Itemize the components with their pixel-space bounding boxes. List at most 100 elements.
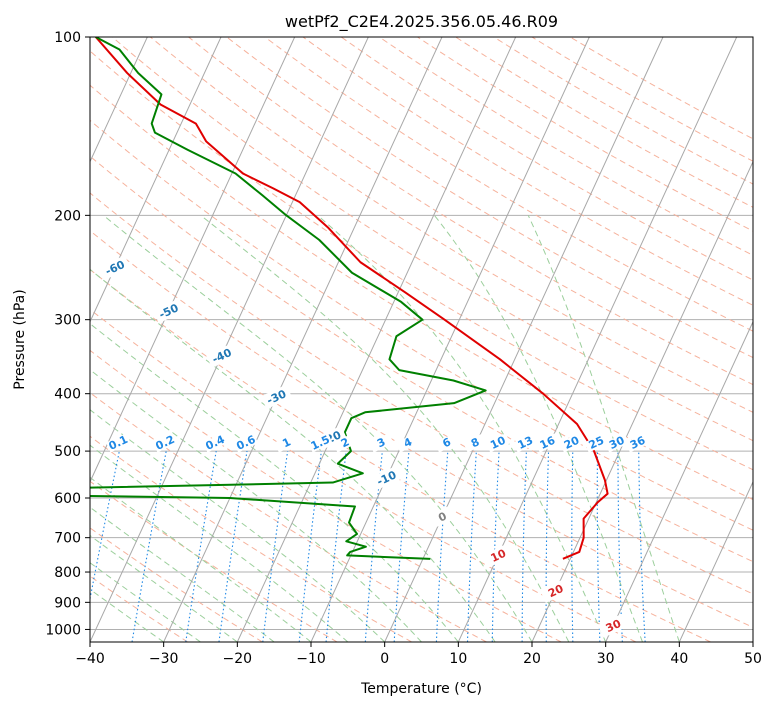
dry-adiabat bbox=[455, 37, 753, 208]
x-tick-label: −30 bbox=[149, 651, 179, 667]
dry-adiabat bbox=[302, 37, 753, 306]
y-tick-label: 200 bbox=[54, 208, 81, 224]
isotherm-label-background bbox=[370, 465, 403, 491]
dry-adiabat bbox=[90, 268, 711, 642]
mixing-ratio-label-background bbox=[106, 433, 131, 453]
mixing-ratio-label-background bbox=[559, 433, 585, 453]
dry-adiabat bbox=[90, 349, 562, 642]
y-tick-label: 900 bbox=[54, 595, 81, 611]
mixing-ratio-line bbox=[131, 450, 167, 642]
isotherm-label: 30 bbox=[604, 617, 624, 635]
mixing-ratio-label: 16 bbox=[538, 434, 558, 452]
x-tick-label: 50 bbox=[744, 651, 762, 667]
mixing-ratio-label-background bbox=[152, 433, 178, 453]
isotherm-line bbox=[90, 37, 296, 484]
mixing-ratio-label-background bbox=[535, 433, 560, 453]
isotherm-line bbox=[457, 37, 738, 642]
mixing-ratio-label-background bbox=[604, 433, 630, 453]
moist-adiabat bbox=[90, 268, 496, 642]
y-tick-label: 100 bbox=[54, 30, 81, 46]
isotherm-label-background bbox=[426, 504, 458, 529]
mixing-ratio-label-background bbox=[308, 433, 333, 453]
isotherm-line bbox=[236, 37, 517, 642]
y-tick-label: 300 bbox=[54, 313, 81, 329]
isotherm-line bbox=[384, 37, 664, 642]
y-tick-label: 500 bbox=[54, 444, 81, 460]
dry-adiabat bbox=[264, 37, 753, 332]
moist-adiabat bbox=[90, 534, 238, 642]
dry-adiabat bbox=[150, 37, 753, 413]
mixing-ratio-label-background bbox=[332, 433, 358, 453]
x-tick-label: 20 bbox=[523, 651, 541, 667]
isotherm-line bbox=[310, 37, 590, 642]
dry-adiabat bbox=[188, 37, 753, 386]
mixing-ratio-label-background bbox=[202, 433, 228, 453]
isotherm-label: 20 bbox=[546, 582, 566, 600]
x-tick-label: −10 bbox=[296, 651, 326, 667]
mixing-ratio-line bbox=[185, 451, 217, 642]
isotherm-label-background bbox=[206, 343, 238, 368]
isotherm-label-background bbox=[482, 543, 514, 568]
mixing-ratio-label: 20 bbox=[562, 434, 582, 452]
y-tick-label: 600 bbox=[54, 491, 81, 507]
isotherm-line bbox=[531, 160, 753, 642]
mixing-ratio-line bbox=[218, 451, 248, 642]
isotherm-label-background bbox=[99, 255, 131, 280]
dry-adiabat bbox=[379, 37, 753, 256]
moist-adiabat bbox=[90, 323, 459, 642]
mixing-ratio-label-background bbox=[625, 433, 650, 453]
mixing-ratio-label: 36 bbox=[628, 434, 648, 452]
dewpoint-line bbox=[90, 37, 487, 560]
moist-adiabat bbox=[90, 409, 386, 642]
mixing-ratio-label-background bbox=[274, 433, 299, 453]
dry-adiabat bbox=[340, 37, 753, 281]
isotherm-line bbox=[90, 37, 222, 323]
dry-adiabat bbox=[90, 527, 263, 642]
moist-adiabat bbox=[527, 215, 680, 642]
moist-adiabat bbox=[103, 214, 533, 642]
mixing-ratio-label-background bbox=[463, 433, 488, 453]
x-tick-label: 30 bbox=[597, 651, 615, 667]
mixing-ratio-line bbox=[90, 450, 120, 602]
x-tick-label: 0 bbox=[380, 651, 389, 667]
axes: −40 −30 −20 −10 0 10 20 30 40 50 100 200 300 400 500 60… bbox=[45, 30, 762, 667]
dry-adiabat bbox=[569, 37, 753, 140]
dry-adiabat bbox=[90, 392, 487, 642]
mixing-ratio-label-background bbox=[395, 433, 421, 453]
isotherm-label: 10 bbox=[489, 547, 509, 565]
isotherm-label-background bbox=[539, 578, 572, 603]
isotherm-line bbox=[678, 480, 753, 642]
mixing-ratio-label: 13 bbox=[516, 434, 535, 452]
isotherm-line bbox=[163, 37, 443, 642]
mixing-ratio-label-background bbox=[584, 433, 609, 453]
mixing-ratio-label: 30 bbox=[607, 434, 627, 452]
x-tick-label: 10 bbox=[449, 651, 467, 667]
dry-adiabat bbox=[90, 50, 753, 471]
x-tick-label: −20 bbox=[223, 651, 253, 667]
temperature-line bbox=[95, 37, 609, 560]
x-tick-label: 40 bbox=[670, 651, 688, 667]
moist-adiabat bbox=[90, 369, 422, 642]
dry-adiabat bbox=[493, 37, 753, 185]
dry-adiabat bbox=[417, 37, 753, 232]
dry-adiabat bbox=[226, 37, 753, 359]
moist-adiabat bbox=[90, 562, 201, 642]
plot-frame bbox=[89, 36, 754, 643]
mixing-ratio-label-background bbox=[513, 433, 538, 453]
moist-adiabat bbox=[90, 506, 275, 642]
chart-title: wetPf2_C2E4.2025.356.05.46.R09 bbox=[285, 12, 558, 32]
mixing-ratio-label-background bbox=[485, 433, 511, 453]
profile-series bbox=[90, 37, 609, 560]
x-tick-label: −40 bbox=[75, 651, 105, 667]
x-axis-title: Temperature (°C) bbox=[360, 681, 482, 697]
y-tick-label: 400 bbox=[54, 387, 81, 403]
isotherm-line bbox=[605, 320, 753, 642]
y-tick-label: 800 bbox=[54, 565, 81, 581]
moist-adiabat bbox=[317, 214, 607, 642]
dry-adiabat bbox=[90, 308, 637, 642]
isotherm-label-background bbox=[260, 384, 293, 410]
dry-adiabat bbox=[90, 480, 338, 642]
moist-adiabat bbox=[90, 476, 312, 642]
